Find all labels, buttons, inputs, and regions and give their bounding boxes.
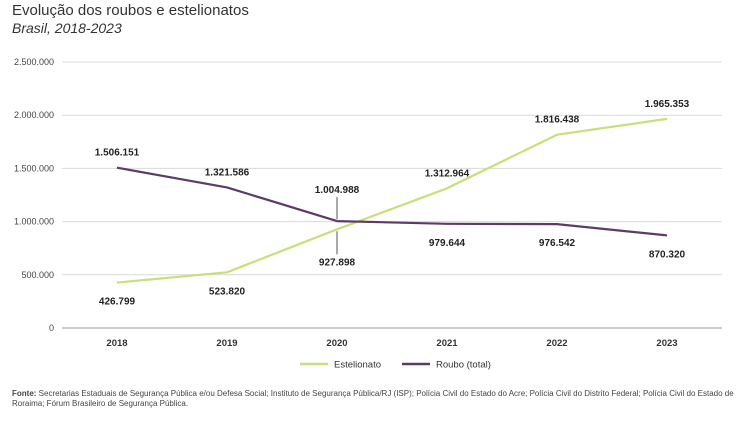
line-chart: 0 500.000 1.000.000 1.500.000 2.000.000 2.500… (14, 57, 722, 371)
chart-subtitle: Brasil, 2018-2023 (12, 20, 122, 36)
data-label: 1.004.988 (315, 185, 360, 196)
source-label: Fonte: (12, 389, 37, 398)
x-tick-label: 2019 (216, 338, 237, 349)
y-tick-label: 1.500.000 (14, 163, 54, 173)
data-label: 1.506.151 (95, 148, 140, 159)
data-label: 870.320 (649, 249, 686, 260)
series-line-estelionato (116, 117, 668, 284)
y-tick-label: 1.000.000 (14, 217, 54, 227)
x-tick-label: 2023 (656, 338, 677, 349)
data-label: 976.542 (539, 238, 576, 249)
legend-label-estelionato: Estelionato (334, 360, 381, 371)
data-label: 1.965.353 (645, 99, 690, 110)
data-label: 1.816.438 (535, 115, 580, 126)
data-label: 1.321.586 (205, 167, 250, 178)
data-label: 523.820 (209, 286, 246, 297)
x-tick-label: 2018 (106, 338, 127, 349)
series-line-roubo (116, 166, 668, 237)
x-tick-label: 2020 (326, 338, 347, 349)
legend-label-roubo: Roubo (total) (436, 360, 491, 371)
y-tick-label: 0 (49, 323, 54, 333)
x-tick-label: 2022 (546, 338, 567, 349)
data-label: 979.644 (429, 238, 466, 249)
x-tick-label: 2021 (436, 338, 458, 349)
data-label: 426.799 (99, 297, 136, 308)
y-tick-label: 2.000.000 (14, 110, 54, 120)
y-tick-label: 500.000 (21, 270, 54, 280)
source-footnote: Fonte: Secretarias Estaduais de Seguranç… (12, 389, 734, 409)
data-label: 927.898 (319, 257, 356, 268)
y-tick-label: 2.500.000 (14, 57, 54, 67)
data-label: 1.312.964 (425, 168, 470, 179)
chart-title: Evolução dos roubos e estelionatos (12, 2, 249, 19)
source-text: Secretarias Estaduais de Segurança Públi… (12, 389, 734, 408)
